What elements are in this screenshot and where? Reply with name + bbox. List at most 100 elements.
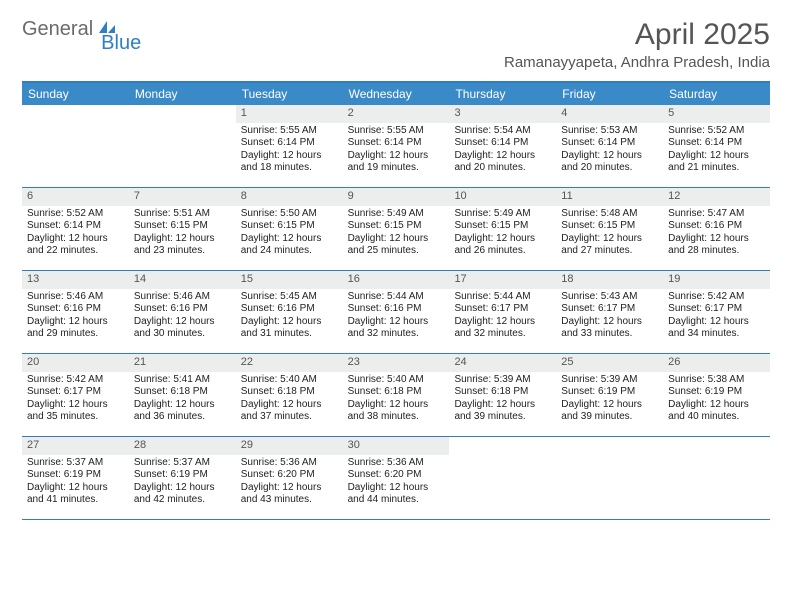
sunset-line: Sunset: 6:19 PM bbox=[134, 469, 231, 482]
daylight-line: Daylight: 12 hours and 29 minutes. bbox=[27, 316, 124, 341]
day-cell: 20Sunrise: 5:42 AMSunset: 6:17 PMDayligh… bbox=[22, 354, 129, 436]
day-cell: 6Sunrise: 5:52 AMSunset: 6:14 PMDaylight… bbox=[22, 188, 129, 270]
sunrise-line: Sunrise: 5:36 AM bbox=[348, 457, 445, 470]
day-cell: 24Sunrise: 5:39 AMSunset: 6:18 PMDayligh… bbox=[449, 354, 556, 436]
day-number: 22 bbox=[236, 354, 343, 372]
day-details: Sunrise: 5:44 AMSunset: 6:17 PMDaylight:… bbox=[449, 289, 556, 345]
day-cell: 28Sunrise: 5:37 AMSunset: 6:19 PMDayligh… bbox=[129, 437, 236, 519]
day-cell: 17Sunrise: 5:44 AMSunset: 6:17 PMDayligh… bbox=[449, 271, 556, 353]
day-details: Sunrise: 5:42 AMSunset: 6:17 PMDaylight:… bbox=[663, 289, 770, 345]
sunrise-line: Sunrise: 5:40 AM bbox=[241, 374, 338, 387]
day-details: Sunrise: 5:43 AMSunset: 6:17 PMDaylight:… bbox=[556, 289, 663, 345]
day-number: 23 bbox=[343, 354, 450, 372]
day-number: 2 bbox=[343, 105, 450, 123]
day-details: Sunrise: 5:46 AMSunset: 6:16 PMDaylight:… bbox=[22, 289, 129, 345]
day-number: 9 bbox=[343, 188, 450, 206]
day-cell: 7Sunrise: 5:51 AMSunset: 6:15 PMDaylight… bbox=[129, 188, 236, 270]
day-details: Sunrise: 5:37 AMSunset: 6:19 PMDaylight:… bbox=[129, 455, 236, 511]
sunset-line: Sunset: 6:20 PM bbox=[241, 469, 338, 482]
sunset-line: Sunset: 6:18 PM bbox=[241, 386, 338, 399]
day-cell: 8Sunrise: 5:50 AMSunset: 6:15 PMDaylight… bbox=[236, 188, 343, 270]
day-cell: 29Sunrise: 5:36 AMSunset: 6:20 PMDayligh… bbox=[236, 437, 343, 519]
sunset-line: Sunset: 6:16 PM bbox=[241, 303, 338, 316]
day-cell: 27Sunrise: 5:37 AMSunset: 6:19 PMDayligh… bbox=[22, 437, 129, 519]
daylight-line: Daylight: 12 hours and 22 minutes. bbox=[27, 233, 124, 258]
sunrise-line: Sunrise: 5:52 AM bbox=[27, 208, 124, 221]
daylight-line: Daylight: 12 hours and 19 minutes. bbox=[348, 150, 445, 175]
daylight-line: Daylight: 12 hours and 20 minutes. bbox=[454, 150, 551, 175]
daylight-line: Daylight: 12 hours and 42 minutes. bbox=[134, 482, 231, 507]
sunrise-line: Sunrise: 5:47 AM bbox=[668, 208, 765, 221]
sunset-line: Sunset: 6:17 PM bbox=[561, 303, 658, 316]
day-details: Sunrise: 5:41 AMSunset: 6:18 PMDaylight:… bbox=[129, 372, 236, 428]
daylight-line: Daylight: 12 hours and 33 minutes. bbox=[561, 316, 658, 341]
day-cell bbox=[663, 437, 770, 519]
sunrise-line: Sunrise: 5:38 AM bbox=[668, 374, 765, 387]
day-number: 21 bbox=[129, 354, 236, 372]
sunrise-line: Sunrise: 5:40 AM bbox=[348, 374, 445, 387]
day-cell: 1Sunrise: 5:55 AMSunset: 6:14 PMDaylight… bbox=[236, 105, 343, 187]
month-title: April 2025 bbox=[504, 18, 770, 52]
daylight-line: Daylight: 12 hours and 39 minutes. bbox=[561, 399, 658, 424]
day-details: Sunrise: 5:55 AMSunset: 6:14 PMDaylight:… bbox=[236, 123, 343, 179]
day-number: 17 bbox=[449, 271, 556, 289]
day-number: 18 bbox=[556, 271, 663, 289]
day-cell: 11Sunrise: 5:48 AMSunset: 6:15 PMDayligh… bbox=[556, 188, 663, 270]
day-details: Sunrise: 5:51 AMSunset: 6:15 PMDaylight:… bbox=[129, 206, 236, 262]
sunset-line: Sunset: 6:19 PM bbox=[27, 469, 124, 482]
day-cell: 30Sunrise: 5:36 AMSunset: 6:20 PMDayligh… bbox=[343, 437, 450, 519]
sunset-line: Sunset: 6:14 PM bbox=[668, 137, 765, 150]
day-number: 30 bbox=[343, 437, 450, 455]
sunset-line: Sunset: 6:19 PM bbox=[561, 386, 658, 399]
day-number: 20 bbox=[22, 354, 129, 372]
daylight-line: Daylight: 12 hours and 28 minutes. bbox=[668, 233, 765, 258]
sunrise-line: Sunrise: 5:39 AM bbox=[454, 374, 551, 387]
sunset-line: Sunset: 6:14 PM bbox=[348, 137, 445, 150]
day-cell: 12 Sunrise: 5:47 AMSunset: 6:16 PMDayligh… bbox=[663, 188, 770, 270]
day-details: Sunrise: 5:40 AMSunset: 6:18 PMDaylight:… bbox=[236, 372, 343, 428]
daylight-line: Daylight: 12 hours and 38 minutes. bbox=[348, 399, 445, 424]
day-cell: 22Sunrise: 5:40 AMSunset: 6:18 PMDayligh… bbox=[236, 354, 343, 436]
day-cell: 26Sunrise: 5:38 AMSunset: 6:19 PMDayligh… bbox=[663, 354, 770, 436]
day-cell: 4Sunrise: 5:53 AMSunset: 6:14 PMDaylight… bbox=[556, 105, 663, 187]
logo-text-general: General bbox=[22, 18, 93, 41]
daylight-line: Daylight: 12 hours and 25 minutes. bbox=[348, 233, 445, 258]
day-number: 12 bbox=[663, 188, 770, 206]
day-number: 15 bbox=[236, 271, 343, 289]
sunrise-line: Sunrise: 5:54 AM bbox=[454, 125, 551, 138]
day-cell: 19Sunrise: 5:42 AMSunset: 6:17 PMDayligh… bbox=[663, 271, 770, 353]
daylight-line: Daylight: 12 hours and 39 minutes. bbox=[454, 399, 551, 424]
daylight-line: Daylight: 12 hours and 32 minutes. bbox=[454, 316, 551, 341]
day-number: 28 bbox=[129, 437, 236, 455]
sunrise-line: Sunrise: 5:55 AM bbox=[348, 125, 445, 138]
day-header: Sunday bbox=[22, 83, 129, 105]
day-number: 13 bbox=[22, 271, 129, 289]
calendar: SundayMondayTuesdayWednesdayThursdayFrid… bbox=[22, 81, 770, 520]
daylight-line: Daylight: 12 hours and 21 minutes. bbox=[668, 150, 765, 175]
week-row: 1Sunrise: 5:55 AMSunset: 6:14 PMDaylight… bbox=[22, 105, 770, 188]
day-header: Thursday bbox=[449, 83, 556, 105]
daylight-line: Daylight: 12 hours and 43 minutes. bbox=[241, 482, 338, 507]
day-details: Sunrise: 5:38 AMSunset: 6:19 PMDaylight:… bbox=[663, 372, 770, 428]
sunset-line: Sunset: 6:16 PM bbox=[668, 220, 765, 233]
location-text: Ramanayyapeta, Andhra Pradesh, India bbox=[504, 54, 770, 71]
day-details: Sunrise: 5:40 AMSunset: 6:18 PMDaylight:… bbox=[343, 372, 450, 428]
daylight-line: Daylight: 12 hours and 40 minutes. bbox=[668, 399, 765, 424]
day-cell bbox=[22, 105, 129, 187]
week-row: 13Sunrise: 5:46 AMSunset: 6:16 PMDayligh… bbox=[22, 271, 770, 354]
sunrise-line: Sunrise: 5:44 AM bbox=[348, 291, 445, 304]
day-number: 8 bbox=[236, 188, 343, 206]
daylight-line: Daylight: 12 hours and 31 minutes. bbox=[241, 316, 338, 341]
header: General Blue April 2025 Ramanayyapeta, A… bbox=[22, 18, 770, 71]
logo: General Blue bbox=[22, 18, 141, 41]
day-header-row: SundayMondayTuesdayWednesdayThursdayFrid… bbox=[22, 83, 770, 105]
daylight-line: Daylight: 12 hours and 26 minutes. bbox=[454, 233, 551, 258]
day-details: Sunrise: 5:45 AMSunset: 6:16 PMDaylight:… bbox=[236, 289, 343, 345]
daylight-line: Daylight: 12 hours and 23 minutes. bbox=[134, 233, 231, 258]
sunrise-line: Sunrise: 5:42 AM bbox=[27, 374, 124, 387]
sunset-line: Sunset: 6:16 PM bbox=[348, 303, 445, 316]
day-details: Sunrise: 5:36 AMSunset: 6:20 PMDaylight:… bbox=[343, 455, 450, 511]
day-number: 14 bbox=[129, 271, 236, 289]
daylight-line: Daylight: 12 hours and 20 minutes. bbox=[561, 150, 658, 175]
sunset-line: Sunset: 6:15 PM bbox=[561, 220, 658, 233]
